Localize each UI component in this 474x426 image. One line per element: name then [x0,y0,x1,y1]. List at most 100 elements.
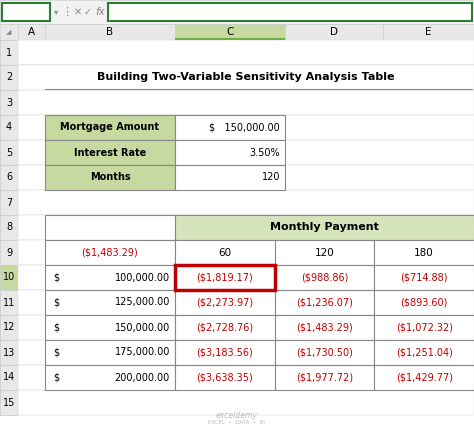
Text: $: $ [53,372,59,383]
Text: ($3,638.35): ($3,638.35) [196,372,253,383]
Text: 3.50%: 3.50% [249,147,280,158]
Bar [18,190,474,215]
Text: 175,000.00: 175,000.00 [115,348,170,357]
Bar [2,3,50,21]
Bar [18,390,474,415]
Text: ✕: ✕ [74,7,82,17]
Bar [0,290,18,315]
Bar [175,115,285,140]
Text: Building Two-Variable Sensitivity Analysis Table: Building Two-Variable Sensitivity Analys… [97,72,395,83]
Text: $: $ [53,322,59,333]
Bar [45,215,175,240]
Text: $: $ [53,297,59,308]
Text: D: D [330,27,338,37]
Text: 4: 4 [6,123,12,132]
Text: ($1,819.17): ($1,819.17) [196,273,253,282]
Bar [45,340,175,365]
Bar [0,24,474,40]
Text: 8: 8 [6,222,12,233]
Bar [0,365,18,390]
Bar [175,290,274,315]
Bar [18,90,474,115]
Bar [0,190,18,215]
Bar [0,240,18,265]
Text: ($1,483.29): ($1,483.29) [296,322,353,333]
Text: 125,000.00: 125,000.00 [115,297,170,308]
Text: ($1,236.07): ($1,236.07) [296,297,353,308]
Text: E: E [425,27,432,37]
Bar [0,40,18,65]
Bar [18,365,474,390]
Text: 14: 14 [3,372,15,383]
Bar [374,290,474,315]
Bar [274,365,374,390]
Text: ($1,251.04): ($1,251.04) [396,348,453,357]
Text: 200,000.00: 200,000.00 [115,372,170,383]
Bar [274,290,374,315]
Text: ($1,730.50): ($1,730.50) [296,348,353,357]
Bar [175,240,274,265]
Text: 12: 12 [3,322,15,333]
Bar [274,340,374,365]
Bar [175,140,285,165]
Bar [0,90,18,115]
Bar [18,24,45,40]
Text: 120: 120 [262,173,280,182]
Text: ($1,072.32): ($1,072.32) [396,322,453,333]
Text: ▾: ▾ [54,8,58,17]
Bar [0,65,18,90]
Text: 120: 120 [315,248,334,257]
Text: $: $ [53,348,59,357]
Bar [0,315,18,340]
Bar [18,115,474,140]
Bar [0,40,18,65]
Bar [274,315,374,340]
Bar [45,24,175,40]
Bar [18,40,474,65]
Bar [0,390,18,415]
Text: 1: 1 [6,48,12,58]
Bar [175,315,274,340]
Text: $   150,000.00: $ 150,000.00 [209,123,280,132]
Bar [0,215,18,240]
Text: ($893.60): ($893.60) [401,297,448,308]
Bar [175,365,274,390]
Text: 6: 6 [6,173,12,182]
Text: Monthly Payment: Monthly Payment [270,222,379,233]
Text: 13: 13 [3,348,15,357]
Bar [0,65,18,90]
Bar [285,24,383,40]
Bar [45,315,175,340]
Bar [45,165,175,190]
Bar [175,165,285,190]
Bar [0,215,18,240]
Bar [18,140,474,165]
Text: ✓: ✓ [84,7,92,17]
Bar [175,215,474,240]
Bar [18,265,474,290]
Bar [0,140,18,165]
Text: 3: 3 [6,98,12,107]
Text: 60: 60 [218,248,231,257]
Bar [175,340,274,365]
Text: ($988.86): ($988.86) [301,273,348,282]
Bar [18,165,474,190]
Text: {=TABLE(C6,C4)}: {=TABLE(C6,C4)} [114,7,214,17]
Text: 11: 11 [3,297,15,308]
Bar [18,315,474,340]
Bar [45,265,175,290]
Text: 150,000.00: 150,000.00 [115,322,170,333]
Text: ($1,483.29): ($1,483.29) [82,248,138,257]
Bar [0,240,18,265]
Bar [45,290,175,315]
Text: C: C [226,27,234,37]
Text: ◢: ◢ [6,29,12,35]
Bar [0,90,18,115]
Bar [374,240,474,265]
Text: exceldemy: exceldemy [216,412,258,420]
Bar [383,24,474,40]
Bar [0,115,18,140]
Text: EXCEL  •  DATA  •  BI: EXCEL • DATA • BI [209,420,265,424]
Text: 10: 10 [3,273,15,282]
Text: A: A [28,27,35,37]
